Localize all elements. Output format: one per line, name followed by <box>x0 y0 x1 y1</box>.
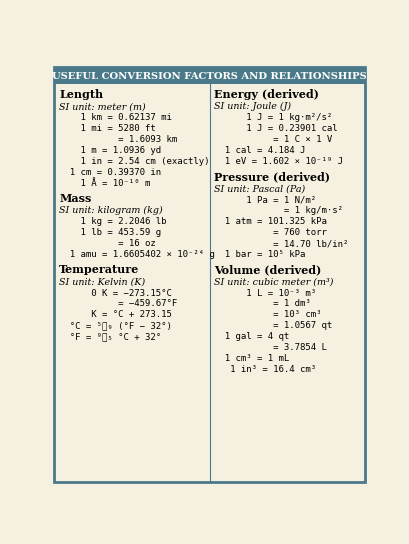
Text: 1 cal = 4.184 J: 1 cal = 4.184 J <box>214 146 306 155</box>
Text: USEFUL CONVERSION FACTORS AND RELATIONSHIPS: USEFUL CONVERSION FACTORS AND RELATIONSH… <box>52 72 367 81</box>
FancyBboxPatch shape <box>54 67 365 482</box>
Text: °C = ⁵⁄₉ (°F − 32°): °C = ⁵⁄₉ (°F − 32°) <box>59 321 172 330</box>
Text: = 1 C × 1 V: = 1 C × 1 V <box>214 135 333 144</box>
Text: 1 in = 2.54 cm (exactly): 1 in = 2.54 cm (exactly) <box>59 157 209 166</box>
Text: 1 bar = 10⁵ kPa: 1 bar = 10⁵ kPa <box>214 250 306 259</box>
Text: = 1 kg/m·s²: = 1 kg/m·s² <box>214 206 344 215</box>
Text: Mass: Mass <box>59 193 92 204</box>
Text: 1 km = 0.62137 mi: 1 km = 0.62137 mi <box>59 114 172 122</box>
Text: 1 m = 1.0936 yd: 1 m = 1.0936 yd <box>59 146 161 155</box>
Text: SI unit: kilogram (kg): SI unit: kilogram (kg) <box>59 206 163 215</box>
Text: 1 eV = 1.602 × 10⁻¹⁹ J: 1 eV = 1.602 × 10⁻¹⁹ J <box>214 157 344 166</box>
Text: = 1.0567 qt: = 1.0567 qt <box>214 321 333 330</box>
Text: = 1.6093 km: = 1.6093 km <box>59 135 177 144</box>
Text: 1 cm = 0.39370 in: 1 cm = 0.39370 in <box>59 168 161 177</box>
Text: 1 Pa = 1 N/m²: 1 Pa = 1 N/m² <box>214 195 317 205</box>
Text: 1 in³ = 16.4 cm³: 1 in³ = 16.4 cm³ <box>214 365 317 374</box>
Text: 1 J = 1 kg·m²/s²: 1 J = 1 kg·m²/s² <box>214 114 333 122</box>
Text: Volume (derived): Volume (derived) <box>214 264 321 275</box>
Text: Energy (derived): Energy (derived) <box>214 89 319 100</box>
Text: Temperature: Temperature <box>59 264 139 275</box>
Text: 1 cm³ = 1 mL: 1 cm³ = 1 mL <box>214 354 290 363</box>
Text: 1 atm = 101.325 kPa: 1 atm = 101.325 kPa <box>214 218 327 226</box>
Text: SI unit: Pascal (Pa): SI unit: Pascal (Pa) <box>214 184 306 193</box>
Text: SI unit: Kelvin (K): SI unit: Kelvin (K) <box>59 277 145 286</box>
Text: 1 amu = 1.6605402 × 10⁻²⁴ g: 1 amu = 1.6605402 × 10⁻²⁴ g <box>59 250 215 259</box>
Text: 1 L = 10⁻³ m³: 1 L = 10⁻³ m³ <box>214 288 317 298</box>
Text: = 10³ cm³: = 10³ cm³ <box>214 310 322 319</box>
Text: = 16 oz: = 16 oz <box>59 239 156 248</box>
Text: 1 mi = 5280 ft: 1 mi = 5280 ft <box>59 125 156 133</box>
Text: Length: Length <box>59 89 103 100</box>
Text: = 1 dm³: = 1 dm³ <box>214 299 311 308</box>
Text: 1 Å = 10⁻¹⁰ m: 1 Å = 10⁻¹⁰ m <box>59 179 151 188</box>
FancyBboxPatch shape <box>54 67 365 84</box>
Text: = 760 torr: = 760 torr <box>214 228 327 237</box>
Text: °F = ⁹⁄₅ °C + 32°: °F = ⁹⁄₅ °C + 32° <box>59 332 161 341</box>
Text: = 3.7854 L: = 3.7854 L <box>214 343 327 352</box>
Text: K = °C + 273.15: K = °C + 273.15 <box>59 310 172 319</box>
Text: SI unit: meter (m): SI unit: meter (m) <box>59 102 146 111</box>
Text: 1 gal = 4 qt: 1 gal = 4 qt <box>214 332 290 341</box>
Text: SI unit: Joule (J): SI unit: Joule (J) <box>214 102 292 112</box>
Text: 1 kg = 2.2046 lb: 1 kg = 2.2046 lb <box>59 218 166 226</box>
Text: 1 lb = 453.59 g: 1 lb = 453.59 g <box>59 228 161 237</box>
Text: SI unit: cubic meter (m³): SI unit: cubic meter (m³) <box>214 277 334 286</box>
Text: 0 K = −273.15°C: 0 K = −273.15°C <box>59 288 172 298</box>
Text: 1 J = 0.23901 cal: 1 J = 0.23901 cal <box>214 125 338 133</box>
Text: = −459.67°F: = −459.67°F <box>59 299 177 308</box>
Text: = 14.70 lb/in²: = 14.70 lb/in² <box>214 239 349 248</box>
Text: Pressure (derived): Pressure (derived) <box>214 171 330 182</box>
